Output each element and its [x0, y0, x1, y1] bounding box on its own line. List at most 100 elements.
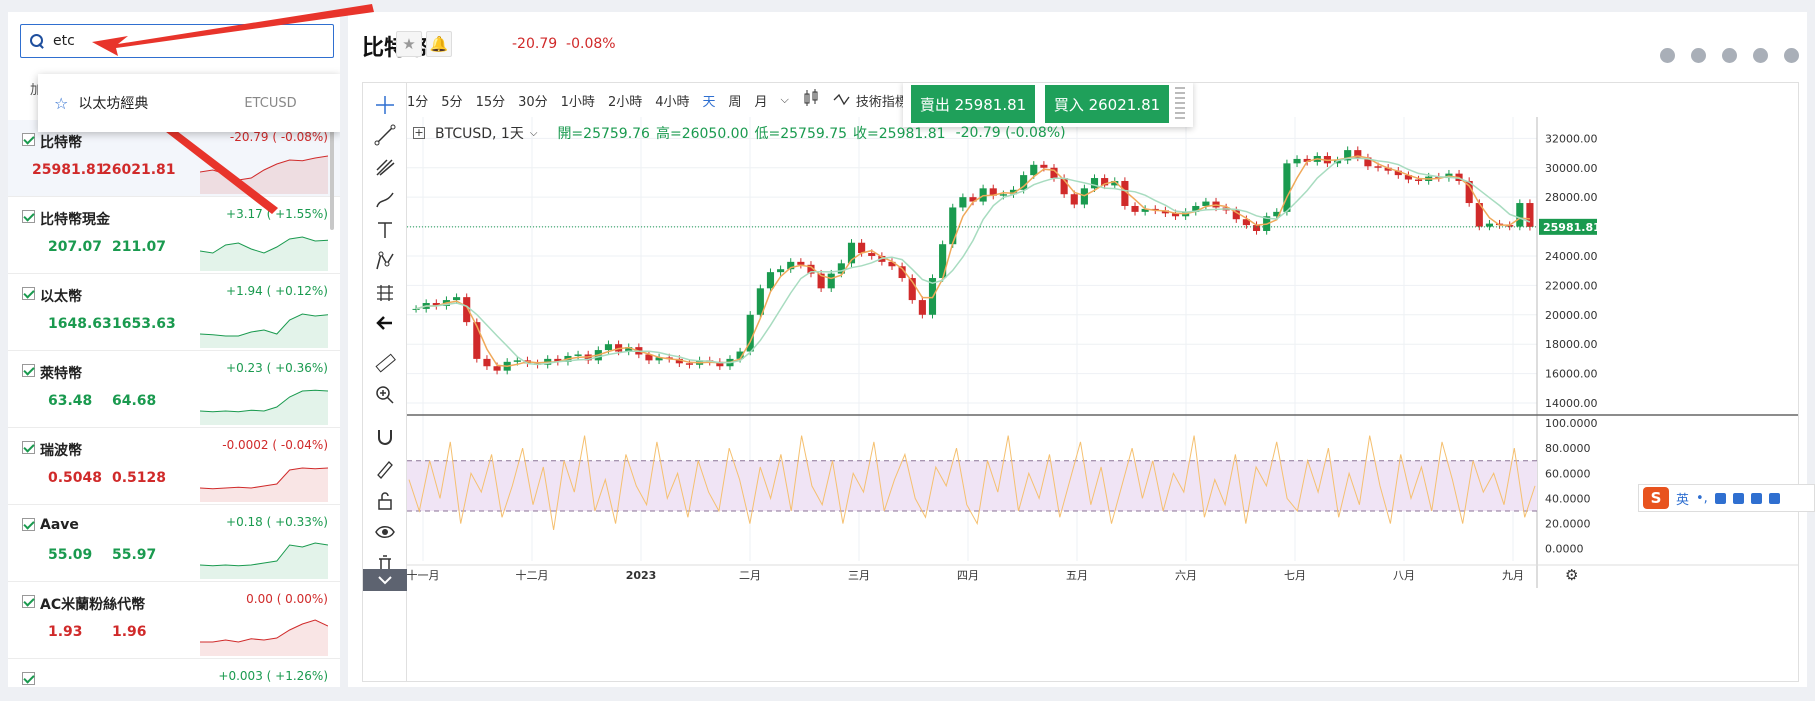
prediction-tool[interactable]	[371, 279, 399, 307]
pause-icon[interactable]	[1784, 48, 1799, 63]
zoom-tool[interactable]	[371, 381, 399, 409]
crosshair-tool[interactable]	[371, 91, 399, 119]
candles-icon[interactable]	[803, 89, 819, 111]
axis-settings-icon[interactable]: ⚙	[1565, 566, 1578, 584]
timeframe-option[interactable]: 15分	[475, 94, 506, 110]
candle	[574, 354, 582, 356]
trendline-tool[interactable]	[371, 121, 399, 149]
checkbox[interactable]	[22, 595, 35, 608]
candle	[918, 300, 926, 315]
symbol-interval[interactable]: BTCUSD, 1天	[435, 126, 524, 142]
search-result-item[interactable]: ☆ 以太坊經典 ETCUSD	[38, 74, 340, 132]
candle	[1293, 158, 1301, 164]
candle	[939, 244, 947, 279]
timeframe-option[interactable]: 月	[754, 94, 768, 110]
indicators-label: 技術指標	[855, 94, 908, 110]
measure-tool[interactable]	[371, 349, 399, 377]
stay-drawing-tool[interactable]	[371, 455, 399, 483]
watchlist-row[interactable]: 以太幣 1648.63 1653.63 +1.94 ( +0.12%)	[8, 274, 340, 351]
compass-icon[interactable]	[1691, 48, 1706, 63]
price-chart[interactable]: 32000.0030000.0028000.0026000.0024000.00…	[407, 83, 1799, 682]
ime-toolbar[interactable]: S 英 •,	[1638, 484, 1815, 512]
timeframe-option[interactable]: 1分	[407, 94, 429, 110]
ask-price: 211.07	[112, 239, 167, 255]
timeframe-option[interactable]: 天	[702, 94, 716, 110]
calendar-icon[interactable]	[1753, 48, 1768, 63]
candle	[777, 269, 785, 273]
star-icon[interactable]: ☆	[54, 93, 69, 113]
sell-button[interactable]: 賣出 25981.81	[911, 85, 1035, 123]
lock-tool[interactable]	[371, 487, 399, 515]
top-right-icons	[1660, 48, 1799, 63]
timeframe-option[interactable]: 4小時	[655, 94, 690, 110]
chevron-down-icon[interactable]: ⌵	[780, 93, 789, 106]
ime-lang[interactable]: 英	[1676, 492, 1690, 508]
checkbox[interactable]	[22, 441, 35, 454]
checkbox[interactable]	[22, 672, 35, 685]
checkbox[interactable]	[22, 287, 35, 300]
text-tool[interactable]	[371, 216, 399, 244]
visibility-tool[interactable]	[371, 518, 399, 546]
timeframe-option[interactable]: 2小時	[607, 94, 643, 110]
candle	[655, 357, 663, 361]
search-input[interactable]	[53, 33, 313, 49]
timeframe-option[interactable]: 周	[728, 94, 742, 110]
pie-chart-icon[interactable]	[1660, 48, 1675, 63]
checkbox[interactable]	[22, 210, 35, 223]
time-tick-label: 八月	[1393, 569, 1415, 582]
watchlist-row[interactable]: Aave 55.09 55.97 +0.18 ( +0.33%)	[8, 505, 340, 582]
watchlist-row[interactable]: 萊特幣 63.48 64.68 +0.23 ( +0.36%)	[8, 351, 340, 428]
drag-handle[interactable]	[1175, 87, 1185, 121]
ask-price: 1.96	[112, 624, 147, 640]
shirt-icon[interactable]	[1750, 492, 1762, 504]
price-tick-label: 24000.00	[1545, 250, 1598, 263]
apps-icon[interactable]	[1768, 492, 1780, 504]
candle	[959, 197, 967, 208]
watchlist-scrollbar[interactable]	[330, 120, 334, 230]
watchlist-row[interactable]: +0.003 ( +1.26%)	[8, 659, 340, 687]
favorite-star-button[interactable]: ★	[396, 31, 422, 57]
watchlist-row[interactable]: AC米蘭粉絲代幣 1.93 1.96 0.00 ( 0.00%)	[8, 582, 340, 659]
back-arrow-tool[interactable]	[371, 309, 399, 337]
navigate-icon[interactable]	[1722, 48, 1737, 63]
candle	[473, 322, 481, 359]
timeframe-option[interactable]: 30分	[518, 94, 548, 110]
checkbox[interactable]	[22, 133, 35, 146]
candle	[1516, 203, 1524, 227]
watchlist-row[interactable]: 瑞波幣 0.5048 0.5128 -0.0002 ( -0.04%)	[8, 428, 340, 505]
watchlist-row[interactable]: 比特幣現金 207.07 211.07 +3.17 ( +1.55%)	[8, 197, 340, 274]
indicators-button[interactable]: 技術指標	[833, 91, 908, 110]
candle	[1404, 175, 1412, 180]
pattern-tool[interactable]	[371, 247, 399, 275]
ohlc-change: -20.79 (-0.08%)	[955, 125, 1066, 141]
alert-bell-button[interactable]: 🔔	[426, 31, 452, 57]
search-box[interactable]	[20, 24, 334, 58]
toolbar-collapse-button[interactable]	[363, 569, 407, 591]
collapse-legend-icon[interactable]: +	[413, 126, 425, 139]
mic-icon[interactable]	[1714, 492, 1726, 504]
candle	[1232, 210, 1240, 220]
candle	[1283, 163, 1291, 212]
sparkline	[200, 313, 328, 348]
buy-button[interactable]: 買入 26021.81	[1045, 85, 1169, 123]
magnet-tool[interactable]	[371, 423, 399, 451]
candle	[483, 358, 491, 367]
punctuation-icon[interactable]: •,	[1696, 490, 1708, 506]
candle	[807, 264, 815, 274]
candle	[1384, 167, 1392, 171]
symbol-name: AC米蘭粉絲代幣	[40, 597, 146, 613]
bid-price: 1.93	[48, 624, 83, 640]
timeframe-option[interactable]: 5分	[441, 94, 463, 110]
symbol-name: Aave	[40, 517, 79, 533]
candle	[1060, 178, 1068, 195]
osc-tick-label: 60.0000	[1545, 467, 1591, 480]
checkbox[interactable]	[22, 364, 35, 377]
chevron-down-icon[interactable]: ⌵	[529, 127, 538, 139]
candle	[1252, 225, 1261, 231]
brush-tool[interactable]	[371, 185, 399, 213]
keyboard-icon[interactable]	[1732, 492, 1744, 504]
arrow-left-icon	[376, 316, 392, 330]
fib-tool[interactable]	[371, 153, 399, 181]
checkbox[interactable]	[22, 518, 35, 531]
timeframe-option[interactable]: 1小時	[560, 94, 595, 110]
